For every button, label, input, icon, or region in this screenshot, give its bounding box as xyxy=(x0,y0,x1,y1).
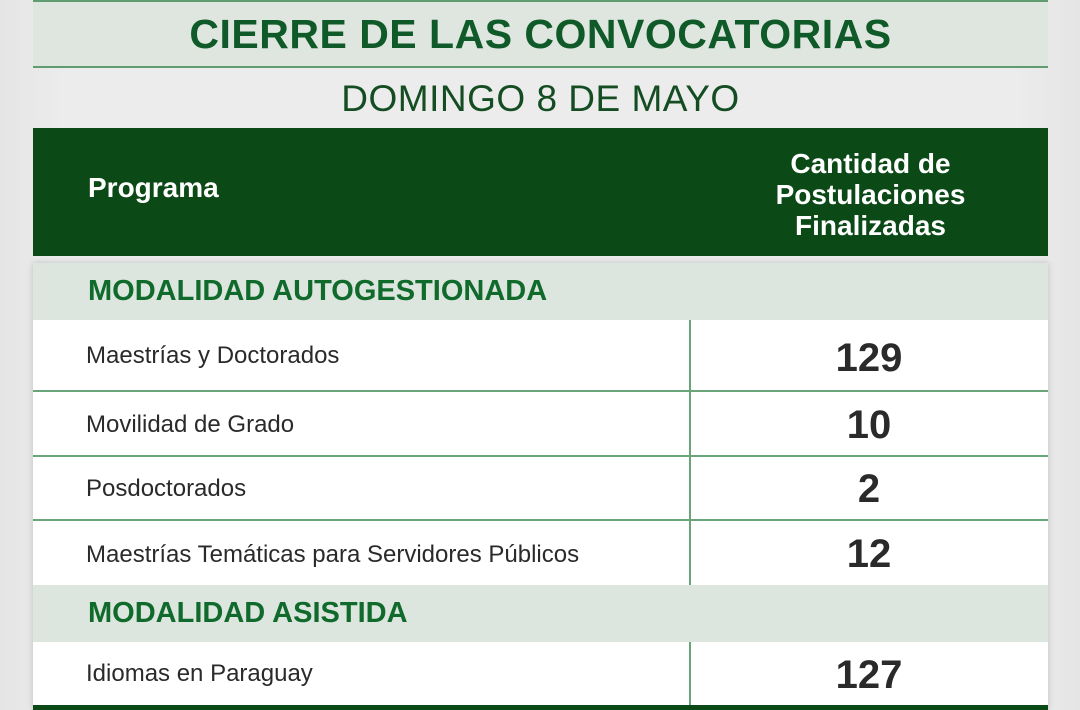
row-program: Movilidad de Grado xyxy=(86,411,295,438)
title-band: CIERRE DE LAS CONVOCATORIAS xyxy=(33,0,1048,68)
column-divider xyxy=(689,320,691,390)
section-header-asistida: MODALIDAD ASISTIDA xyxy=(33,585,1048,642)
row-count: 10 xyxy=(846,403,892,447)
table-row: Posdoctorados 2 xyxy=(33,457,1048,521)
row-program: Posdoctorados xyxy=(86,475,247,502)
subtitle-band: DOMINGO 8 DE MAYO xyxy=(33,70,1048,127)
section-label: MODALIDAD AUTOGESTIONADA xyxy=(88,275,548,307)
row-count: 127 xyxy=(835,653,903,697)
section-label: MODALIDAD ASISTIDA xyxy=(88,597,408,629)
page-title: CIERRE DE LAS CONVOCATORIAS xyxy=(189,10,892,57)
table-row: Maestrías y Doctorados 129 xyxy=(33,320,1048,392)
page-subtitle: DOMINGO 8 DE MAYO xyxy=(341,77,740,119)
row-count: 12 xyxy=(846,532,892,576)
column-header-count-line3: Finalizadas xyxy=(795,210,946,241)
column-divider xyxy=(689,521,691,585)
table-row: Maestrías Temáticas para Servidores Públ… xyxy=(33,521,1048,585)
row-program: Maestrías Temáticas para Servidores Públ… xyxy=(86,541,580,568)
column-divider xyxy=(689,392,691,455)
table-row: Movilidad de Grado 10 xyxy=(33,392,1048,457)
column-header-count-line2: Postulaciones xyxy=(775,179,966,210)
column-header-program: Programa xyxy=(88,172,219,203)
column-divider xyxy=(689,457,691,519)
row-program: Idiomas en Paraguay xyxy=(86,660,313,687)
column-divider xyxy=(689,642,691,705)
column-header-count: Cantidad de Postulaciones Finalizadas xyxy=(733,148,1008,241)
table-body: MODALIDAD AUTOGESTIONADA Maestrías y Doc… xyxy=(33,263,1048,710)
row-program: Maestrías y Doctorados xyxy=(86,342,340,369)
column-header-count-line1: Cantidad de xyxy=(790,148,951,179)
row-count: 2 xyxy=(857,467,881,511)
table-row: Idiomas en Paraguay 127 xyxy=(33,642,1048,705)
bottom-bar xyxy=(33,705,1048,710)
row-count: 129 xyxy=(835,336,903,380)
table-header: Programa Cantidad de Postulaciones Final… xyxy=(33,128,1048,256)
section-header-autogestionada: MODALIDAD AUTOGESTIONADA xyxy=(33,263,1048,320)
